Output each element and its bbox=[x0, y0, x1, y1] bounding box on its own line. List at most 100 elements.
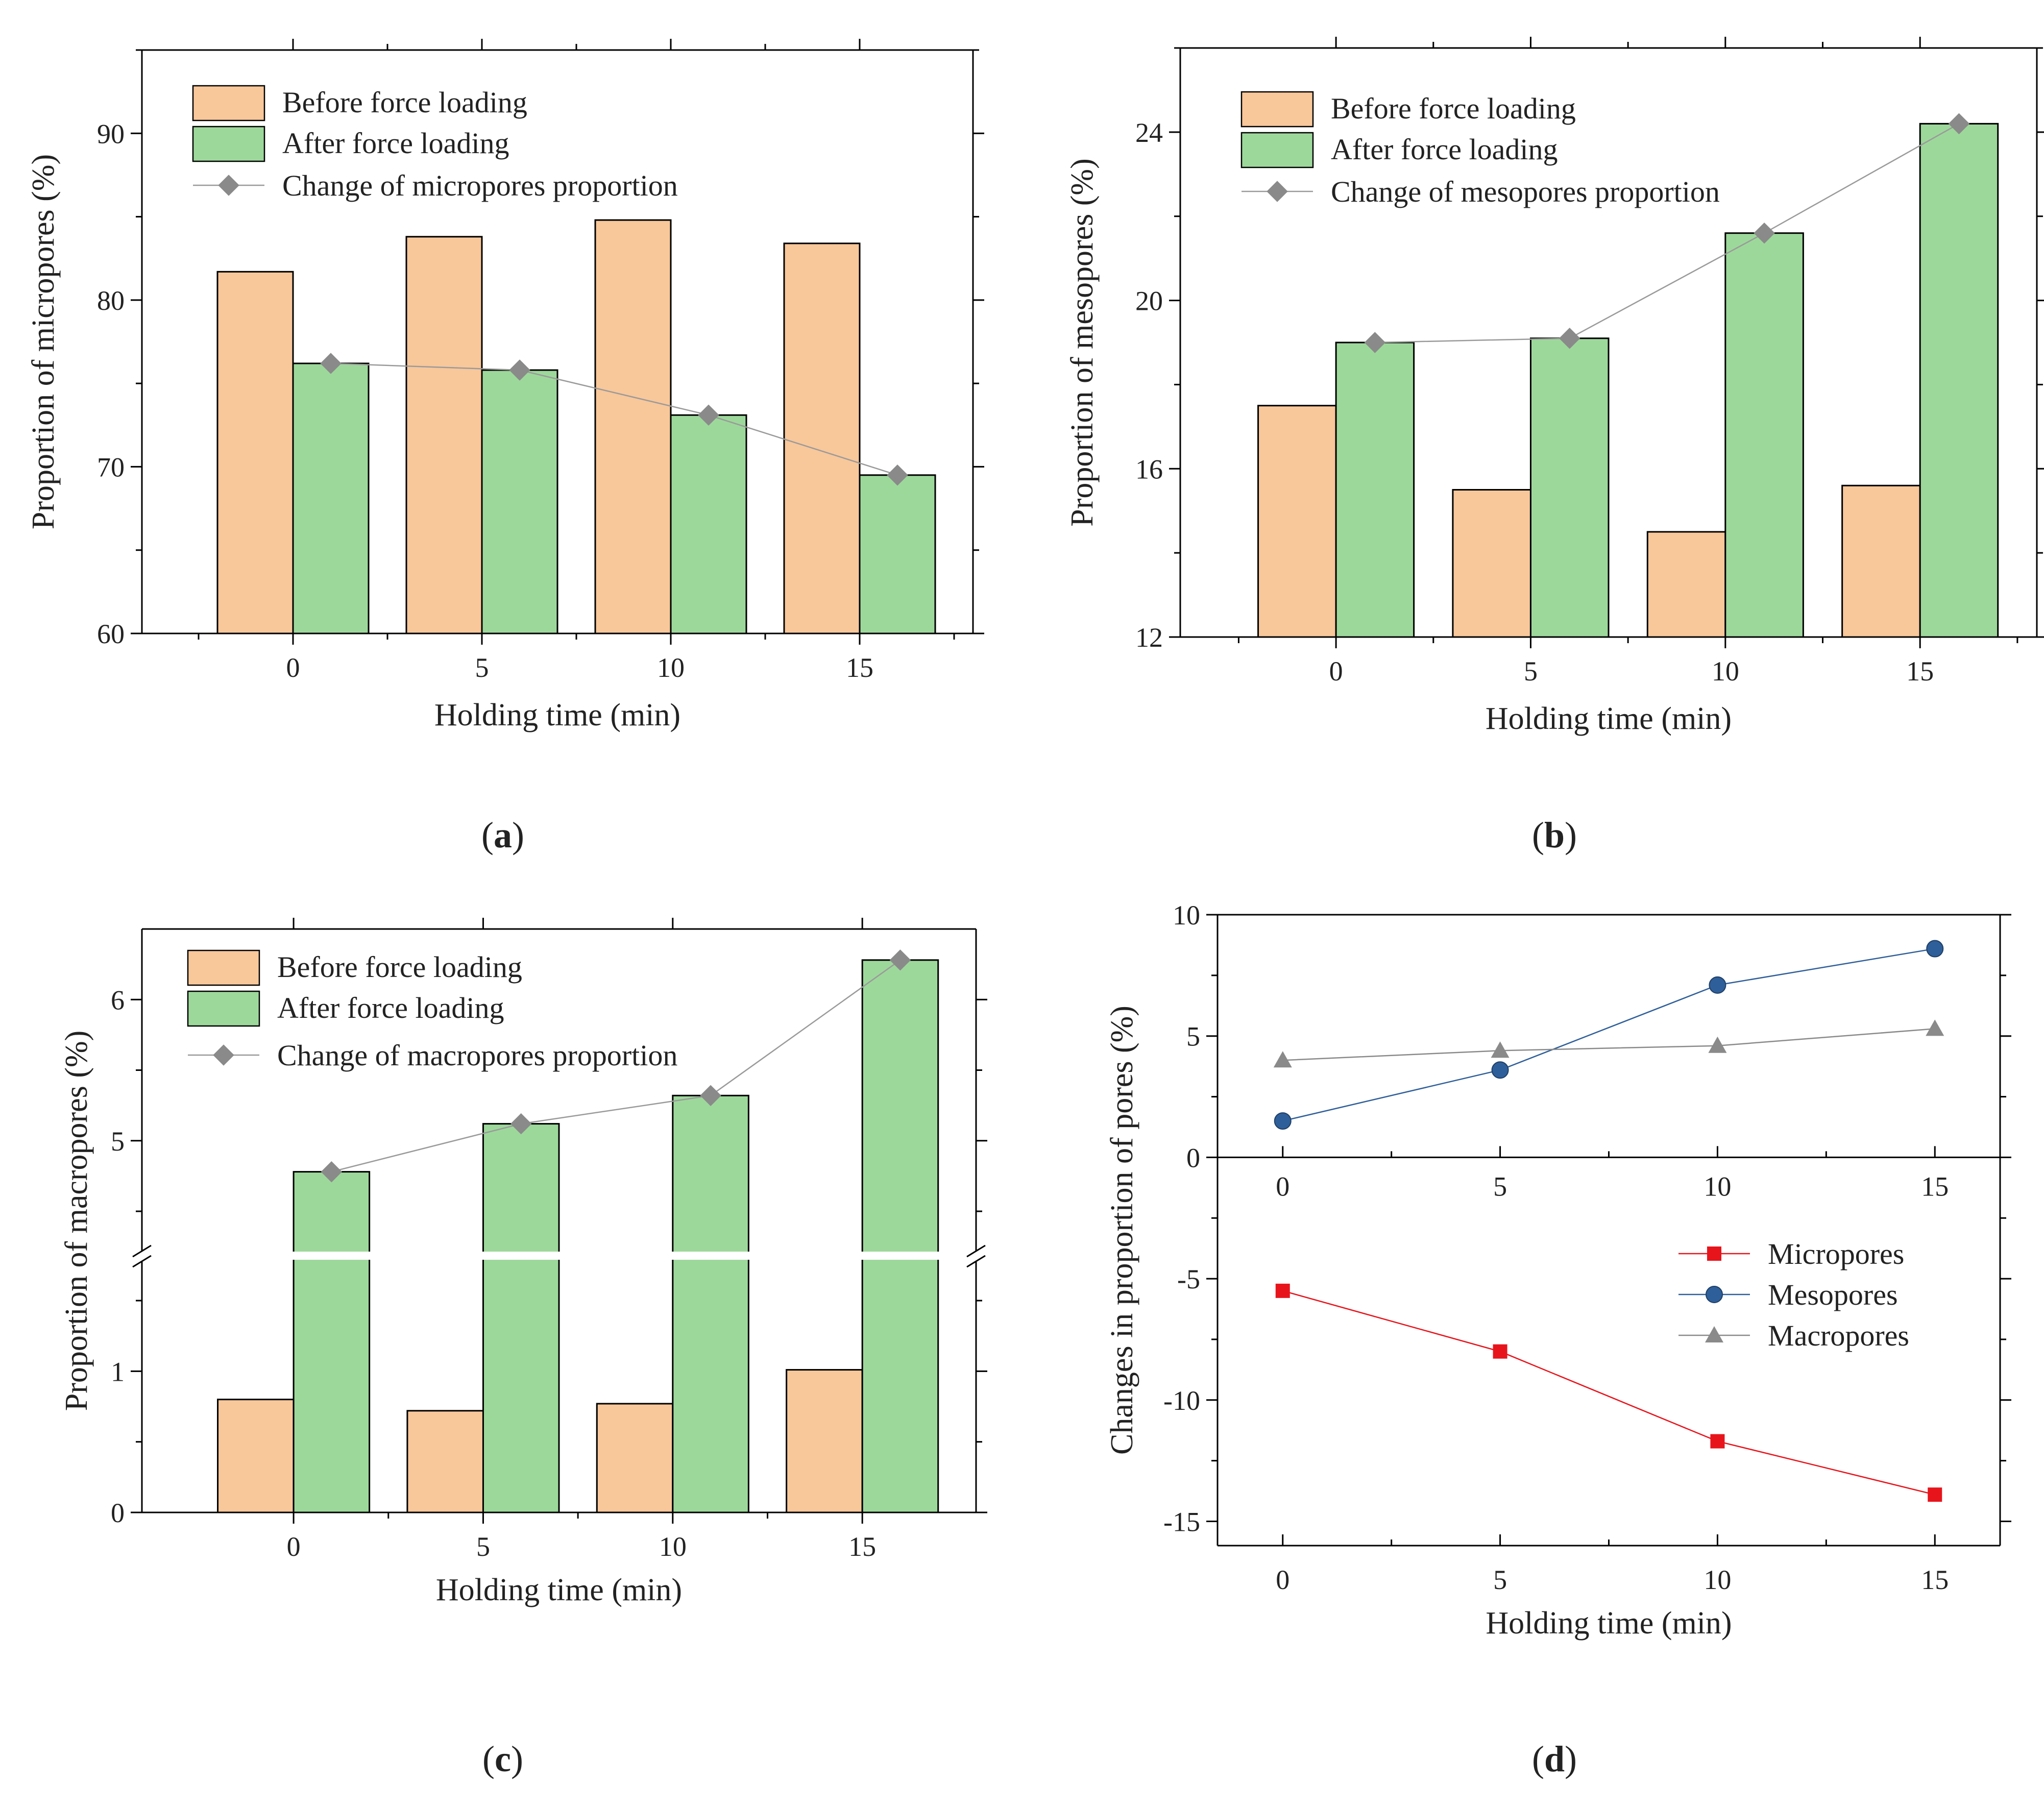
panel-d-legend-label-micropores: Micropores bbox=[1768, 1237, 1904, 1270]
panel-a-change-point-0 bbox=[320, 353, 342, 374]
panel-d-point-micropores-5 bbox=[1493, 1344, 1507, 1359]
panel-c-ytick-label-0: 0 bbox=[111, 1498, 125, 1528]
panel-d-chart: 10 5 0 -5 -10 -15 0 0 5 5 10 10 15 15 Holding time (mi… bbox=[1105, 900, 2011, 1641]
panel-c-xtick-label-15: 15 bbox=[848, 1531, 876, 1562]
panel-c-bar-before-0 bbox=[217, 1399, 295, 1513]
panel-c-xtick-label-0: 0 bbox=[287, 1531, 301, 1562]
panel-b-ytick-label-12: 12 bbox=[1135, 622, 1163, 653]
panel-a-xtick-label-5: 5 bbox=[475, 652, 489, 683]
panel-a-xtick-label-10: 10 bbox=[657, 652, 685, 683]
panel-c-legend-marker-change bbox=[213, 1044, 234, 1066]
panel-a-bar-after-15 bbox=[859, 474, 936, 634]
panel-d-xtick-label-10: 10 bbox=[1704, 1564, 1731, 1595]
panel-d-legend-marker-micropores bbox=[1707, 1246, 1721, 1261]
panel-d-xtick-label-zero-15: 15 bbox=[1921, 1171, 1949, 1202]
panel-a-ytick-label-90: 90 bbox=[97, 118, 125, 149]
panel-b-bar-before-10 bbox=[1646, 531, 1726, 638]
panel-c-change-point-15 bbox=[889, 949, 911, 971]
panel-a-change-line bbox=[330, 362, 898, 476]
panel-a-chart: 60 70 80 90 0 5 10 15 Holding time (min) Proporti… bbox=[26, 39, 984, 732]
panel-d-xtick-label-0: 0 bbox=[1276, 1564, 1289, 1595]
panel-d-point-macropores-10 bbox=[1708, 1036, 1727, 1053]
panel-a-xtick-label-15: 15 bbox=[846, 652, 873, 683]
panel-c-bar-after-0 bbox=[293, 1171, 371, 1513]
panel-b-bar-after-15 bbox=[1919, 123, 1999, 638]
panel-c-ytick-label-1: 1 bbox=[111, 1356, 125, 1387]
panel-b-xtick-label-5: 5 bbox=[1524, 656, 1538, 687]
panel-d-point-micropores-15 bbox=[1928, 1487, 1942, 1502]
panel-b-change-line bbox=[1375, 123, 1960, 344]
panel-d-y-axis-label: Changes in proportion of pores (%) bbox=[1105, 1006, 1139, 1455]
panel-b-legend-label-change: Change of mesopores proportion bbox=[1331, 175, 1720, 208]
panel-d-point-micropores-10 bbox=[1710, 1434, 1725, 1449]
panel-c-xtick-label-5: 5 bbox=[476, 1531, 490, 1562]
panel-a-bar-after-0 bbox=[292, 362, 370, 634]
panel-a-ytick-label-80: 80 bbox=[97, 285, 125, 316]
panel-a-legend-swatch-after bbox=[192, 126, 265, 162]
panel-b-bar-before-5 bbox=[1452, 489, 1531, 638]
panel-a-y-axis-label: Proportion of micropores (%) bbox=[26, 154, 61, 529]
panel-b-x-axis-label: Holding time (min) bbox=[1486, 701, 1732, 736]
panel-d-line-mesopores bbox=[1282, 948, 1935, 1122]
panel-a-legend-label-after: After force loading bbox=[282, 127, 509, 160]
panel-d-ytick-label-10: 10 bbox=[1173, 900, 1200, 931]
panel-a-ytick-label-70: 70 bbox=[97, 452, 125, 482]
panel-d-ytick-label--5: -5 bbox=[1177, 1264, 1200, 1294]
panel-d-caption: (d) bbox=[1532, 1739, 1577, 1779]
panel-b-change-point-15 bbox=[1948, 113, 1970, 135]
panel-b-bar-after-10 bbox=[1724, 232, 1804, 638]
panel-b-xtick-label-10: 10 bbox=[1712, 656, 1739, 687]
panel-d-letter: d bbox=[1544, 1739, 1565, 1779]
panel-d-point-mesopores-10 bbox=[1709, 976, 1726, 994]
panel-b-legend-marker-change bbox=[1267, 181, 1288, 202]
panel-d-legend-label-mesopores: Mesopores bbox=[1768, 1278, 1898, 1311]
panel-a-bar-after-5 bbox=[481, 369, 558, 634]
panel-b-xtick-label-15: 15 bbox=[1906, 656, 1934, 687]
panel-b-change-point-10 bbox=[1754, 222, 1775, 244]
panel-b-legend-label-before: Before force loading bbox=[1331, 92, 1576, 125]
panel-a-caption: (a) bbox=[481, 815, 524, 855]
panel-c-xtick-label-10: 10 bbox=[659, 1531, 687, 1562]
panel-c-change-line bbox=[331, 959, 901, 1172]
panel-c-ytick-label-6: 6 bbox=[111, 985, 125, 1015]
panel-a-bar-before-0 bbox=[216, 271, 294, 634]
panel-d-point-mesopores-5 bbox=[1491, 1061, 1509, 1079]
panel-c-x-axis-label: Holding time (min) bbox=[436, 1573, 682, 1607]
panel-d-xtick-label-zero-10: 10 bbox=[1704, 1171, 1731, 1202]
panel-c-bar-before-15 bbox=[786, 1369, 863, 1513]
panel-d-ytick-label-0: 0 bbox=[1186, 1142, 1200, 1173]
panel-d-point-mesopores-15 bbox=[1926, 940, 1944, 958]
panel-a-legend-label-before: Before force loading bbox=[282, 86, 527, 119]
panel-d-legend-marker-mesopores bbox=[1706, 1286, 1723, 1303]
panel-b-change-point-5 bbox=[1559, 328, 1580, 349]
panel-d-line-micropores bbox=[1282, 1290, 1935, 1496]
panel-d-ytick-label-5: 5 bbox=[1186, 1021, 1200, 1052]
panel-d-ytick-label--10: -10 bbox=[1163, 1385, 1200, 1416]
panel-a-change-point-5 bbox=[509, 359, 530, 381]
panel-b-letter: b bbox=[1544, 815, 1565, 855]
panel-c-bar-after-15 bbox=[861, 959, 939, 1513]
panel-b-y-axis-label: Proportion of mesopores (%) bbox=[1065, 158, 1100, 526]
panel-c-bar-after-10 bbox=[672, 1094, 749, 1513]
panel-c-ytick-label-5: 5 bbox=[111, 1126, 125, 1157]
panel-c-legend-label-change: Change of macropores proportion bbox=[277, 1039, 677, 1072]
panel-a-bar-before-5 bbox=[405, 236, 483, 634]
panel-c-change-point-0 bbox=[321, 1161, 343, 1183]
panel-b-xtick-label-0: 0 bbox=[1329, 656, 1343, 687]
panel-b-legend-label-after: After force loading bbox=[1331, 133, 1558, 166]
panel-a-ytick-label-60: 60 bbox=[97, 619, 125, 649]
panel-a-xtick-label-0: 0 bbox=[286, 652, 300, 683]
panel-b-legend-swatch-before bbox=[1240, 91, 1314, 128]
panel-a-legend-marker-change bbox=[218, 175, 239, 196]
panel-c-bar-after-5 bbox=[482, 1123, 560, 1513]
panel-d-x-axis-label: Holding time (min) bbox=[1486, 1606, 1732, 1641]
panel-a-legend-swatch-before bbox=[192, 85, 265, 121]
panel-c-legend-swatch-before bbox=[187, 949, 260, 986]
panel-b-chart: 12 16 20 24 0 5 10 15 Holding time (min) Proporti… bbox=[1065, 37, 2044, 736]
panel-a-x-axis-label: Holding time (min) bbox=[434, 698, 680, 732]
panel-c-change-point-5 bbox=[510, 1113, 532, 1135]
panel-d-ytick-label--15: -15 bbox=[1163, 1506, 1200, 1537]
panel-c-axis-break-gap bbox=[137, 1252, 981, 1260]
